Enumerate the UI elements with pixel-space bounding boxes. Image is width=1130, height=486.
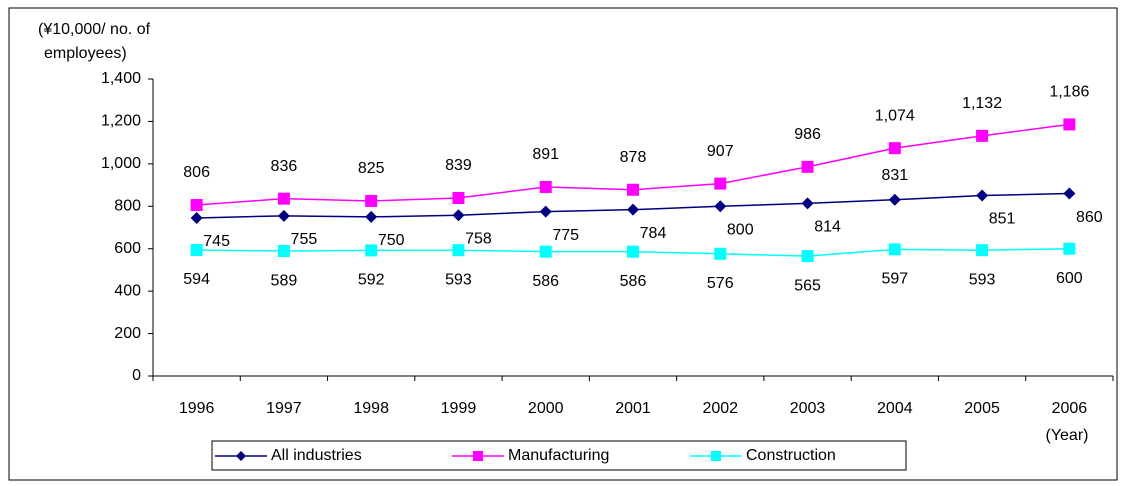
marker bbox=[976, 244, 989, 257]
marker bbox=[190, 211, 203, 224]
data-label: 814 bbox=[814, 219, 841, 236]
data-label: 800 bbox=[727, 222, 754, 239]
data-label: 907 bbox=[707, 143, 734, 160]
data-label: 750 bbox=[378, 232, 405, 249]
data-label: 825 bbox=[358, 160, 385, 177]
marker bbox=[190, 199, 203, 212]
x-tick-label: 1998 bbox=[353, 400, 389, 417]
y-axis-label: employees) bbox=[44, 45, 127, 62]
marker bbox=[539, 180, 552, 193]
data-label: 745 bbox=[203, 233, 230, 250]
legend-label: Manufacturing bbox=[508, 447, 609, 464]
y-tick-label: 800 bbox=[114, 198, 141, 215]
marker bbox=[888, 142, 901, 155]
marker bbox=[365, 210, 378, 223]
marker bbox=[714, 200, 727, 213]
marker bbox=[976, 129, 989, 142]
x-tick-label: 2000 bbox=[528, 400, 564, 417]
data-label: 891 bbox=[532, 146, 559, 163]
marker bbox=[190, 243, 203, 256]
marker bbox=[714, 177, 727, 190]
x-tick-label: 2001 bbox=[615, 400, 651, 417]
y-tick-label: 1,400 bbox=[101, 70, 141, 87]
marker bbox=[277, 192, 290, 205]
legend-label: All industries bbox=[271, 447, 362, 464]
data-label: 592 bbox=[358, 272, 385, 289]
marker bbox=[888, 243, 901, 256]
y-tick-label: 200 bbox=[114, 325, 141, 342]
x-tick-label: 1999 bbox=[441, 400, 477, 417]
y-tick-label: 1,200 bbox=[101, 113, 141, 130]
marker bbox=[365, 194, 378, 207]
data-label: 784 bbox=[640, 225, 667, 242]
y-axis-label: (¥10,000/ no. of bbox=[38, 21, 151, 38]
data-label: 851 bbox=[989, 211, 1016, 228]
x-axis-label: (Year) bbox=[1046, 427, 1089, 444]
data-label: 589 bbox=[271, 272, 298, 289]
marker bbox=[277, 209, 290, 222]
data-label: 839 bbox=[445, 157, 472, 174]
marker bbox=[452, 244, 465, 257]
marker bbox=[277, 245, 290, 258]
data-label: 831 bbox=[881, 167, 908, 184]
data-label: 775 bbox=[552, 227, 579, 244]
marker bbox=[452, 209, 465, 222]
marker bbox=[1063, 187, 1076, 200]
legend-marker bbox=[711, 451, 721, 461]
data-label: 576 bbox=[707, 275, 734, 292]
legend-label: Construction bbox=[746, 447, 836, 464]
marker bbox=[1063, 242, 1076, 255]
marker bbox=[627, 245, 639, 258]
data-label: 755 bbox=[291, 231, 318, 248]
data-label: 593 bbox=[969, 271, 996, 288]
marker bbox=[452, 192, 465, 205]
data-label: 565 bbox=[794, 277, 821, 294]
marker bbox=[888, 193, 901, 206]
data-label: 860 bbox=[1076, 209, 1103, 226]
data-label: 597 bbox=[881, 271, 908, 288]
marker bbox=[801, 197, 814, 210]
data-label: 594 bbox=[183, 271, 210, 288]
marker bbox=[539, 245, 552, 258]
x-tick-label: 1996 bbox=[179, 400, 215, 417]
y-tick-label: 1,000 bbox=[101, 155, 141, 172]
data-label: 1,186 bbox=[1049, 84, 1089, 101]
x-tick-label: 2003 bbox=[790, 400, 826, 417]
data-label: 806 bbox=[183, 164, 210, 181]
marker bbox=[1063, 118, 1076, 131]
data-label: 600 bbox=[1056, 270, 1083, 287]
x-tick-label: 2004 bbox=[877, 400, 913, 417]
marker bbox=[714, 247, 727, 260]
data-label: 836 bbox=[271, 158, 298, 175]
x-tick-label: 2005 bbox=[964, 400, 1000, 417]
marker bbox=[976, 189, 989, 202]
marker bbox=[801, 250, 814, 263]
marker bbox=[801, 160, 814, 173]
data-label: 758 bbox=[465, 230, 492, 247]
marker bbox=[539, 205, 552, 218]
x-tick-label: 1997 bbox=[266, 400, 302, 417]
marker bbox=[627, 203, 639, 216]
marker bbox=[365, 244, 378, 257]
marker bbox=[627, 183, 639, 196]
x-tick-label: 2006 bbox=[1052, 400, 1088, 417]
y-tick-label: 0 bbox=[132, 367, 141, 384]
data-label: 986 bbox=[794, 126, 821, 143]
data-label: 878 bbox=[620, 149, 647, 166]
legend bbox=[211, 440, 907, 471]
y-tick-label: 600 bbox=[114, 240, 141, 257]
legend-marker bbox=[473, 451, 483, 461]
legend-marker bbox=[236, 451, 246, 461]
data-label: 1,074 bbox=[875, 107, 915, 124]
data-label: 586 bbox=[532, 273, 559, 290]
data-label: 593 bbox=[445, 271, 472, 288]
x-tick-label: 2002 bbox=[702, 400, 738, 417]
data-label: 1,132 bbox=[962, 95, 1002, 112]
y-tick-label: 400 bbox=[114, 282, 141, 299]
data-label: 586 bbox=[620, 273, 647, 290]
